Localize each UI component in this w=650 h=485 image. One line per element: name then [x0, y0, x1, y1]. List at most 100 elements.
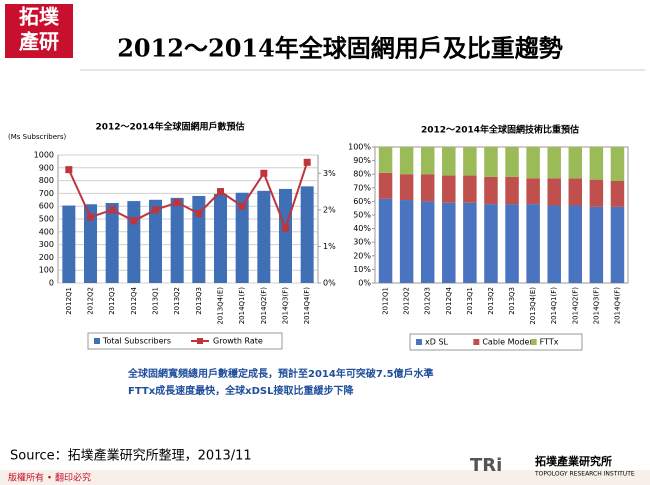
bar-segment — [484, 176, 498, 205]
y-tick-label: 0% — [358, 279, 371, 288]
bar-segment — [463, 202, 477, 283]
y-tick-label: 0 — [49, 279, 54, 288]
x-tick-label: 2013Q4(E) — [217, 287, 225, 325]
bar — [127, 201, 141, 283]
bar-segment — [610, 206, 625, 283]
legend-label: Cable Modem — [482, 338, 537, 347]
caption: 全球固網寬頻總用戶數穩定成長，預計至2014年可突破7.5億戶水準 — [127, 367, 434, 380]
legend-label: FTTx — [540, 338, 559, 347]
bar-segment — [589, 206, 604, 283]
legend-swatch — [416, 339, 422, 345]
marker — [238, 202, 246, 210]
x-tick-label: 2013Q1 — [466, 287, 474, 315]
x-tick-label: 2012Q1 — [382, 287, 390, 315]
bar-segment — [526, 204, 540, 283]
bar — [235, 192, 249, 283]
x-tick-label: 2012Q4 — [445, 286, 453, 314]
bar — [257, 190, 271, 283]
bar-segment — [484, 147, 498, 177]
marker — [108, 206, 116, 214]
bar-segment — [547, 178, 561, 206]
bar-segment — [589, 147, 604, 180]
legend-swatch — [530, 339, 537, 345]
x-tick-label: 2013Q3 — [195, 287, 203, 315]
footer: 版權所有 • 翻印必究 — [8, 472, 91, 484]
y-tick-label: 40% — [353, 224, 371, 233]
legend-swatch — [94, 338, 100, 344]
y-tick-label: 200 — [39, 253, 54, 262]
chart-title: 2012～2014年全球固網用戶數預估 — [95, 121, 244, 133]
x-tick-label: 2014Q1(F) — [238, 287, 246, 325]
y-tick-label: 30% — [353, 238, 371, 247]
marker — [87, 213, 94, 221]
y-tick-label: 1000 — [34, 151, 54, 160]
bar-segment — [610, 147, 625, 181]
logo-box — [5, 4, 73, 58]
bar-segment — [505, 147, 519, 177]
bar-segment — [547, 147, 561, 179]
bar-segment — [378, 147, 393, 173]
x-tick-label: 2012Q3 — [108, 287, 116, 315]
y2-tick-label: 2% — [323, 205, 336, 214]
bar-segment — [505, 204, 519, 283]
bar-segment — [610, 181, 625, 207]
legend-label: Growth Rate — [213, 337, 263, 346]
x-tick-label: 2013Q2 — [173, 287, 181, 315]
marker — [173, 199, 181, 207]
bar-segment — [547, 205, 561, 283]
marker — [65, 166, 73, 174]
bar-segment — [378, 172, 393, 199]
bar-segment — [420, 201, 435, 283]
legend-box — [87, 332, 283, 350]
bar-segment — [568, 178, 583, 206]
x-tick-label: 2012Q2 — [403, 287, 411, 315]
bar-segment — [484, 204, 498, 283]
bar-segment — [378, 198, 393, 283]
slide-title: 2012～2014年全球固網用戶及比重趨勢 — [117, 34, 563, 63]
bar — [300, 186, 314, 283]
x-tick-label: 2013Q3 — [508, 287, 516, 315]
marker — [217, 188, 224, 196]
x-tick-label: 2014Q2(F) — [260, 287, 268, 325]
y-tick-label: 100% — [348, 143, 371, 152]
x-tick-label: 2014Q4(F) — [613, 287, 621, 325]
line — [67, 162, 309, 232]
bar — [192, 195, 206, 283]
bar-segment — [505, 176, 519, 205]
bar-segment — [420, 174, 435, 202]
legend-label: Total Subscribers — [102, 337, 171, 346]
brand-mark: TRi — [470, 455, 502, 476]
x-tick-label: 2014Q4(F) — [303, 287, 311, 325]
bar-segment — [399, 200, 414, 283]
bar-segment — [420, 147, 435, 175]
brand-name: 拓墣產業研究所 — [535, 454, 612, 468]
caption: FTTx成長速度最快，全球xDSL接取比重緩步下降 — [128, 384, 354, 397]
y2-tick-label: 1% — [323, 242, 336, 251]
x-tick-label: 2012Q1 — [65, 287, 73, 315]
x-tick-label: 2013Q1 — [152, 287, 160, 315]
bar — [214, 194, 227, 283]
marker — [130, 217, 138, 225]
y-tick-label: 900 — [39, 163, 54, 172]
bar-segment — [463, 147, 477, 176]
source: Source：拓墣產業研究所整理，2013/11 — [10, 448, 252, 464]
y-tick-label: 70% — [353, 183, 371, 192]
legend-swatch — [473, 339, 480, 345]
logo-line: 拓墣 — [19, 5, 60, 29]
x-tick-label: 2013Q4(E) — [529, 287, 537, 325]
legend-label: xD SL — [425, 338, 449, 347]
bar-segment — [568, 205, 583, 283]
y-tick-label: 60% — [353, 197, 371, 206]
y-tick-label: 10% — [353, 265, 371, 274]
bar — [62, 205, 76, 283]
bar-segment — [399, 174, 414, 201]
bar-segment — [442, 202, 456, 283]
bar — [170, 197, 184, 283]
y-tick-label: 800 — [39, 176, 54, 185]
x-tick-label: 2014Q3(F) — [282, 287, 290, 325]
y2-tick-label: 3% — [323, 169, 336, 178]
chart-title: 2012～2014年全球固網技術比重預估 — [421, 124, 579, 136]
y-tick-label: 700 — [39, 189, 54, 198]
bar-segment — [442, 147, 456, 176]
y-tick-label: 400 — [39, 227, 54, 236]
